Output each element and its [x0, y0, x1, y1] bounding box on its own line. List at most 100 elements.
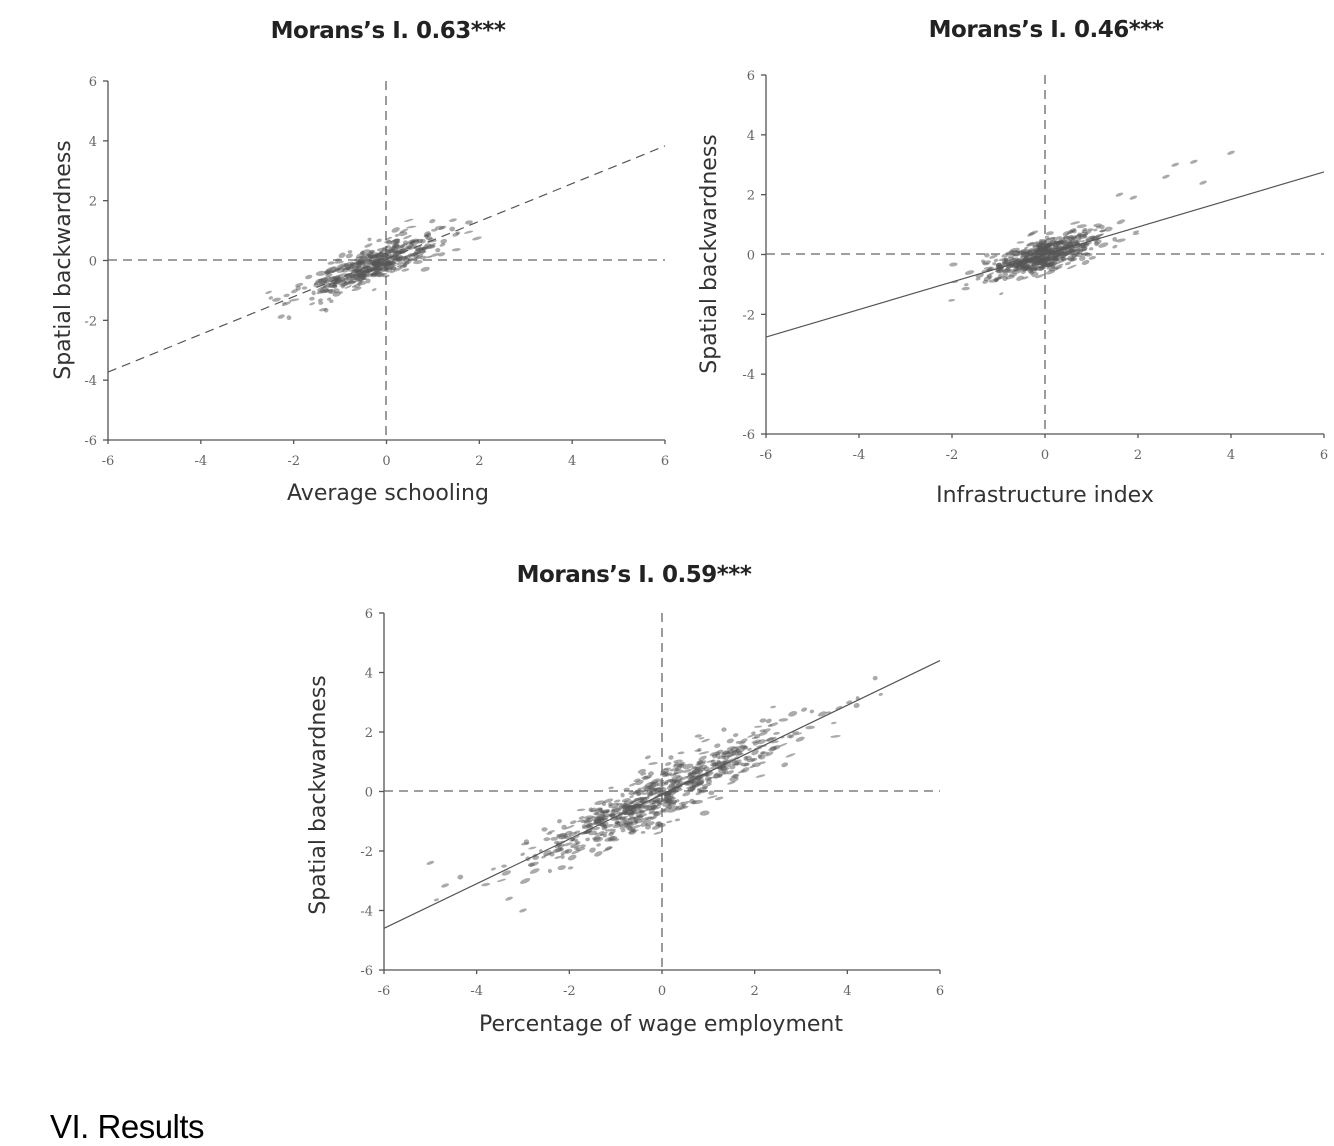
- scatter-point: [616, 820, 626, 826]
- panel-3-y-axis-label: Spatial backwardness: [306, 675, 331, 915]
- scatter-point: [611, 806, 622, 812]
- scatter-point: [723, 769, 729, 775]
- x-tick-label: -2: [287, 454, 300, 469]
- scatter-point: [621, 798, 631, 803]
- scatter-point: [587, 830, 598, 836]
- scatter-point: [996, 262, 1002, 267]
- scatter-point: [817, 711, 827, 717]
- scatter-point: [1071, 248, 1081, 253]
- scatter-point: [666, 820, 673, 824]
- scatter-point: [399, 228, 409, 234]
- scatter-point: [682, 768, 693, 773]
- scatter-point: [628, 800, 634, 805]
- scatter-point: [576, 808, 586, 812]
- scatter-point: [609, 813, 616, 818]
- scatter-point: [668, 755, 674, 760]
- panel-2-ticks: -6 -4 -2 0 2 4 6 -6 -4 -2 0 2 4 6: [742, 69, 1328, 463]
- scatter-point: [1008, 249, 1019, 254]
- scatter-point: [648, 771, 654, 776]
- scatter-point: [403, 234, 412, 240]
- scatter-point: [358, 279, 363, 285]
- scatter-point: [365, 270, 372, 274]
- scatter-point: [735, 740, 742, 744]
- scatter-point: [560, 849, 570, 855]
- scatter-point: [1040, 247, 1048, 252]
- scatter-point: [673, 762, 679, 766]
- x-tick-label: 4: [568, 454, 576, 469]
- scatter-point: [601, 801, 607, 807]
- scatter-point: [1115, 238, 1126, 243]
- scatter-point: [596, 843, 601, 847]
- scatter-point: [694, 734, 702, 738]
- scatter-point: [714, 796, 724, 801]
- scatter-point: [663, 795, 674, 800]
- scatter-point: [427, 237, 434, 241]
- scatter-point: [698, 751, 710, 755]
- scatter-point: [423, 231, 431, 237]
- scatter-point: [1052, 236, 1062, 241]
- scatter-point: [664, 780, 669, 786]
- scatter-point: [650, 815, 657, 820]
- scatter-point: [333, 279, 343, 285]
- scatter-point: [781, 762, 789, 768]
- scatter-point: [574, 830, 581, 834]
- x-tick-label: -6: [760, 448, 773, 463]
- scatter-point: [430, 253, 440, 257]
- scatter-point: [989, 254, 998, 259]
- y-tick-label: 2: [365, 726, 373, 741]
- scatter-point: [593, 817, 602, 824]
- scatter-point: [778, 742, 788, 748]
- scatter-point: [730, 749, 738, 753]
- scatter-point: [618, 823, 627, 827]
- panel-1-fit-line: [107, 145, 666, 373]
- y-tick-label: -2: [360, 845, 373, 860]
- scatter-point: [1098, 242, 1109, 248]
- scatter-point: [413, 260, 423, 265]
- scatter-point: [735, 752, 744, 756]
- scatter-point: [652, 811, 662, 817]
- scatter-point: [325, 266, 336, 272]
- scatter-point: [564, 830, 573, 836]
- scatter-point: [835, 705, 843, 710]
- scatter-point: [754, 725, 763, 728]
- scatter-point: [431, 228, 438, 232]
- scatter-point: [563, 842, 573, 847]
- scatter-point: [1129, 195, 1138, 200]
- scatter-point: [438, 252, 446, 257]
- scatter-point: [438, 225, 447, 230]
- scatter-point: [677, 751, 685, 755]
- scatter-point: [996, 276, 1002, 280]
- panel-1-points: [265, 218, 482, 321]
- scatter-point: [520, 878, 531, 884]
- scatter-point: [1024, 246, 1029, 250]
- panel-average-schooling: Morans’s I. 0.63*** Spatial backwardness…: [51, 18, 669, 506]
- scatter-point: [758, 731, 768, 736]
- scatter-point: [750, 758, 756, 762]
- scatter-point: [404, 218, 414, 223]
- scatter-point: [1069, 258, 1076, 262]
- scatter-point: [1046, 240, 1056, 246]
- scatter-point: [632, 821, 639, 825]
- y-tick-label: -4: [84, 374, 97, 389]
- scatter-point: [557, 865, 566, 871]
- scatter-point: [272, 297, 281, 302]
- y-tick-label: -4: [742, 368, 755, 383]
- scatter-point: [656, 801, 662, 805]
- scatter-point: [609, 830, 616, 835]
- scatter-point: [594, 816, 601, 819]
- scatter-point: [644, 808, 652, 812]
- x-tick-label: -6: [102, 454, 115, 469]
- scatter-point: [760, 751, 766, 755]
- scatter-point: [640, 772, 647, 776]
- scatter-point: [451, 248, 461, 252]
- scatter-point: [766, 736, 775, 742]
- scatter-point: [305, 274, 313, 280]
- scatter-point: [647, 791, 654, 795]
- scatter-point: [787, 734, 793, 739]
- scatter-point: [603, 798, 614, 803]
- scatter-point: [1088, 247, 1094, 251]
- scatter-point: [645, 821, 655, 826]
- scatter-point: [457, 874, 464, 880]
- scatter-point: [350, 267, 360, 271]
- scatter-point: [1064, 261, 1071, 266]
